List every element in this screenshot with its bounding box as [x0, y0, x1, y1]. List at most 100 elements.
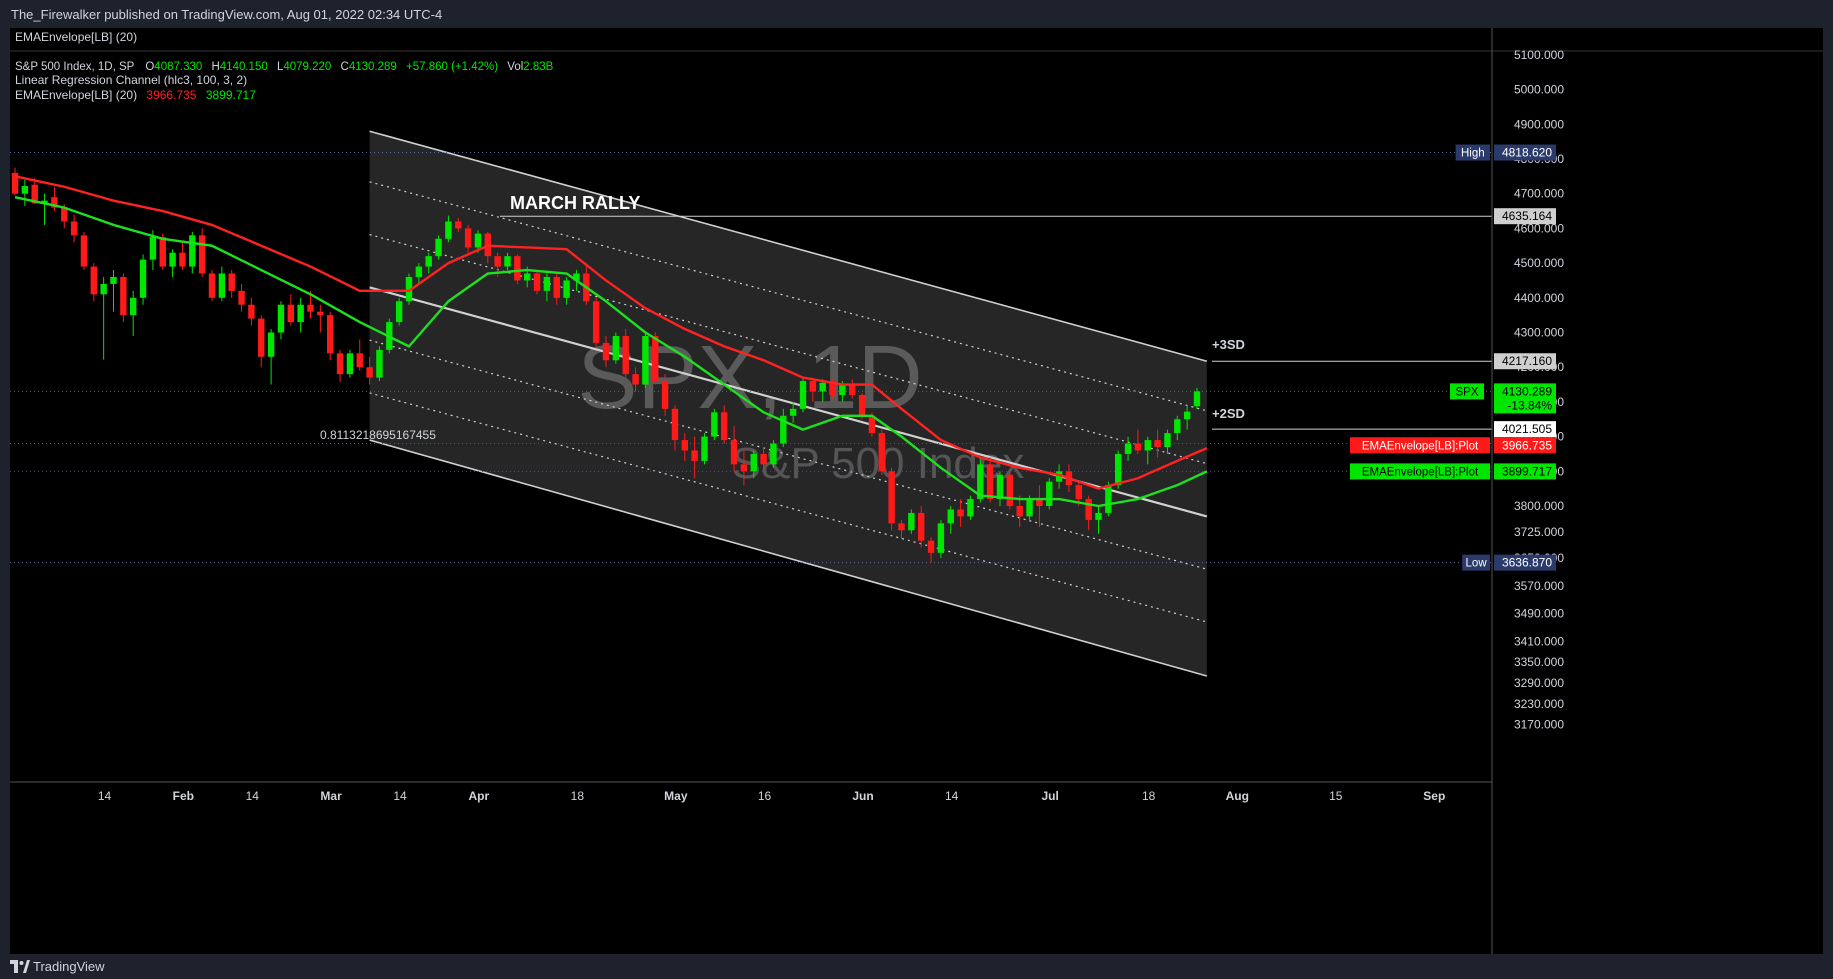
candle-body — [543, 276, 551, 291]
candle-body — [297, 304, 304, 323]
candle-body — [898, 523, 905, 531]
candle-body — [888, 471, 895, 524]
tag-march-value-bg — [1494, 208, 1556, 225]
legend-c-value: 4130.289 — [349, 61, 397, 73]
tradingview-logo-icon — [10, 960, 30, 973]
candle-body — [464, 228, 472, 248]
candle-body — [780, 415, 787, 444]
time-tick-label: 14 — [98, 789, 112, 803]
candle-body — [730, 440, 738, 465]
candle-body — [602, 342, 610, 361]
ema-legend[interactable]: EMAEnvelope[LB] (20) 3966.735 3899.717 — [15, 88, 256, 102]
candle-body — [61, 207, 68, 222]
time-tick-label: Aug — [1226, 789, 1249, 803]
tradingview-brand: TradingView — [33, 959, 105, 974]
candles — [11, 167, 1201, 563]
candle-body — [189, 235, 196, 267]
candle-body — [514, 256, 521, 281]
candle-body — [1144, 440, 1151, 451]
tag-ema-upper-value: 3966.735 — [1502, 438, 1552, 452]
candle-body — [721, 412, 728, 441]
top-indicator-title[interactable]: EMAEnvelope[LB] (20) — [15, 30, 137, 44]
time-axis[interactable]: 14 Feb 14 Mar 14 Apr 18 May 16 Jun 14 Jul 18 Aug 15 Sep — [98, 789, 1445, 803]
tag-low-label-bg — [1462, 554, 1490, 571]
candle-body — [31, 184, 38, 204]
candle-body — [1183, 411, 1191, 420]
horizontal-levels — [10, 152, 1492, 564]
candle-body — [563, 280, 570, 298]
time-tick-label: 15 — [1329, 789, 1343, 803]
time-tick-label: Mar — [320, 789, 342, 803]
tag-ema-upper-label: EMAEnvelope[LB]:Plot — [1362, 440, 1479, 452]
price-tick-label: 4500.000 — [1514, 256, 1564, 270]
time-tick-label: Feb — [173, 789, 194, 803]
legend-vol-value: 2.83B — [523, 61, 553, 73]
tag-low-value-bg — [1494, 554, 1556, 571]
candle-body — [849, 384, 856, 395]
price-chart[interactable]: SPX, 1D S&P 500 Index MARCH RALLY +3SD +… — [10, 28, 1823, 954]
candle-body — [395, 301, 403, 323]
candle-body — [809, 381, 817, 392]
candle-body — [642, 335, 649, 385]
candle-body — [139, 259, 147, 298]
candle-body — [1193, 391, 1201, 407]
candle-body — [524, 273, 531, 281]
candle-body — [799, 381, 807, 409]
tag-low-label: Low — [1466, 558, 1488, 570]
candle-body — [1016, 506, 1023, 517]
plus-3sd-label: +3SD — [1212, 337, 1245, 352]
price-tick-label: 3490.000 — [1514, 607, 1564, 621]
candle-body — [198, 235, 206, 274]
candle-body — [1055, 471, 1063, 482]
candle-body — [553, 276, 560, 298]
legend-o-label: O — [145, 61, 154, 73]
candle-body — [1115, 453, 1122, 486]
candle-body — [789, 408, 797, 416]
footer: TradingView — [0, 954, 1833, 979]
legend-l-label: L — [277, 61, 284, 73]
price-tick-label: 3290.000 — [1514, 676, 1564, 690]
price-tags: High 4818.620 4635.164 4217.160 SPX 4130.289-… — [1350, 144, 1556, 571]
candle-body — [376, 349, 383, 378]
tag-spx-change: -13.84% — [1507, 398, 1552, 412]
candle-body — [829, 382, 836, 395]
candle-body — [701, 436, 708, 461]
chart-frame[interactable]: SPX, 1D S&P 500 Index MARCH RALLY +3SD +… — [10, 28, 1823, 954]
tag-high-label-bg — [1455, 144, 1490, 161]
legend-change: +57.860 (+1.42%) — [406, 61, 498, 73]
price-tick-label: 4700.000 — [1514, 187, 1564, 201]
price-tick-label: 4400.000 — [1514, 291, 1564, 305]
candle-body — [1124, 443, 1132, 454]
watermark-symbol: SPX, 1D — [577, 328, 922, 428]
tag-march-value: 4635.164 — [1502, 209, 1552, 223]
candle-body — [661, 381, 669, 409]
candle-body — [159, 237, 166, 267]
price-tick-label: 3800.000 — [1514, 499, 1564, 513]
candle-body — [120, 276, 127, 316]
ema-upper-line — [14, 175, 1208, 490]
candle-body — [760, 453, 767, 465]
price-tick-label: 5000.000 — [1514, 83, 1564, 97]
candle-body — [346, 353, 354, 375]
candle-body — [228, 273, 235, 291]
price-tick-label: 4600.000 — [1514, 221, 1564, 235]
candle-body — [258, 318, 265, 357]
candle-body — [977, 464, 984, 500]
candle-body — [858, 394, 866, 416]
candle-body — [1006, 474, 1014, 506]
channel-sd-line — [369, 181, 1208, 412]
candle-body — [415, 266, 423, 277]
tag-spx-label: SPX — [1455, 386, 1478, 398]
candle-body — [51, 197, 58, 208]
ema-legend-name: EMAEnvelope[LB] (20) — [15, 88, 137, 102]
publish-header: The_Firewalker published on TradingView.… — [0, 0, 1833, 28]
pearson-value: 0.811321869516745​5 — [320, 428, 436, 442]
candle-body — [21, 186, 29, 194]
tag-ema-lower-value-bg — [1494, 463, 1556, 480]
candle-body — [652, 335, 659, 382]
candle-body — [868, 415, 876, 434]
ema-lower-line — [14, 195, 1208, 508]
tag-ema-lower-value: 3899.717 — [1502, 464, 1552, 478]
price-tick-label: 3170.000 — [1514, 718, 1564, 732]
lrc-legend[interactable]: Linear Regression Channel (hlc3, 100, 3,… — [15, 73, 247, 87]
